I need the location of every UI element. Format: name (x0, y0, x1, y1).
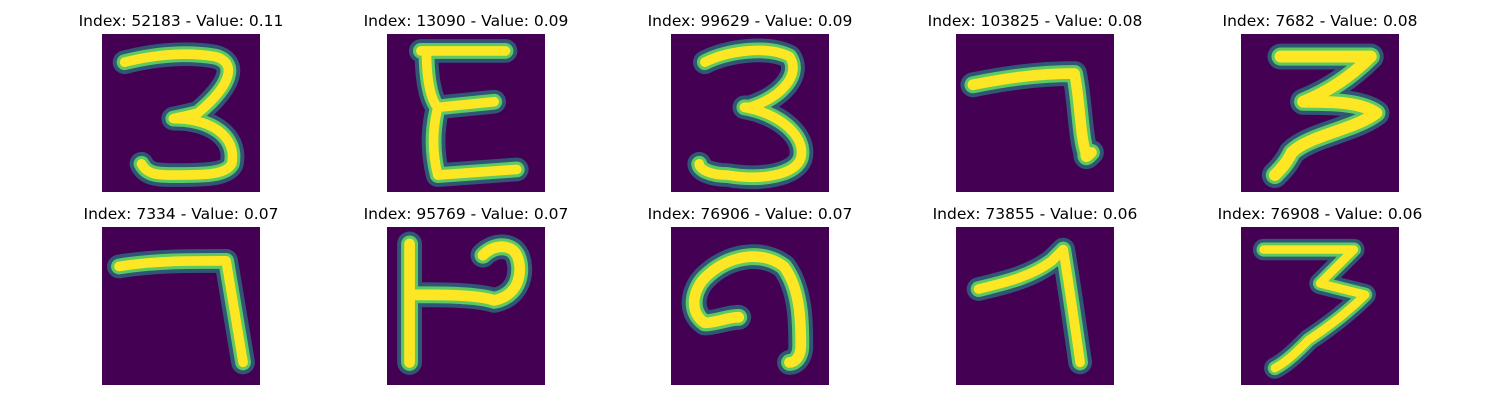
stroke-core (688, 251, 807, 368)
stroke-core (973, 244, 1085, 368)
digit-7-image (956, 34, 1114, 192)
panel-title: Index: 95769 - Value: 0.07 (363, 205, 569, 223)
panel-title: Index: 7334 - Value: 0.07 (83, 205, 279, 223)
digit-p-image (387, 227, 545, 385)
digit-7-image (102, 227, 260, 385)
digit-3-image (671, 34, 829, 192)
stroke-core (114, 256, 248, 368)
stroke-core (119, 49, 238, 180)
panel-title: Index: 76906 - Value: 0.07 (647, 205, 853, 223)
digit-3-image (1241, 34, 1399, 192)
panel-title: Index: 13090 - Value: 0.09 (363, 12, 569, 30)
panel-title: Index: 99629 - Value: 0.09 (647, 12, 853, 30)
panel-title: Index: 73855 - Value: 0.06 (932, 205, 1138, 223)
stroke-core (967, 68, 1097, 163)
digit-9-image (671, 227, 829, 385)
panel-title: Index: 103825 - Value: 0.08 (927, 12, 1143, 30)
digit-e-image (387, 34, 545, 192)
panel-title: Index: 7682 - Value: 0.08 (1222, 12, 1418, 30)
panel-title: Index: 52183 - Value: 0.11 (78, 12, 284, 30)
panel-title: Index: 76908 - Value: 0.06 (1217, 205, 1423, 223)
stroke-core (1259, 245, 1370, 373)
digit-3-image (1241, 227, 1399, 385)
stroke-core (1268, 50, 1383, 181)
stroke-core (404, 238, 526, 368)
digit-3-image (102, 34, 260, 192)
digit-7-image (956, 227, 1114, 385)
stroke-core (416, 46, 522, 180)
stroke-core (694, 45, 807, 182)
